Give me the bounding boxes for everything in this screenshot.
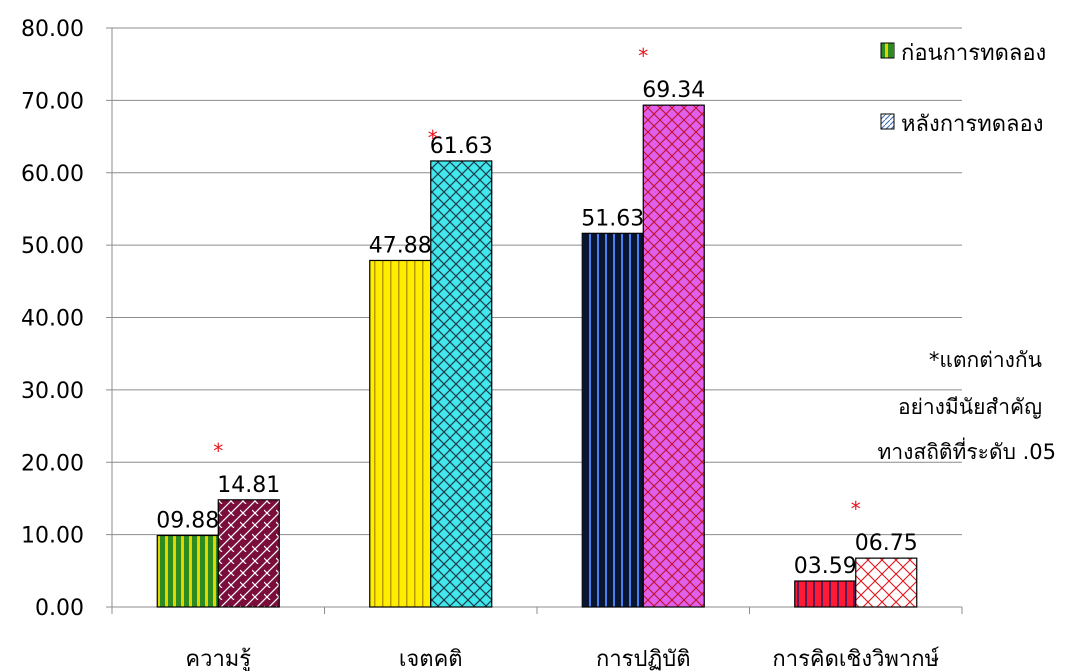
significance-note: *แตกต่างกัน อย่างมีนัยสำคัญ ทางสถิติที่ร… [878, 348, 1057, 464]
data-label: 69.34 [642, 78, 705, 103]
significance-asterisk: * [638, 44, 648, 68]
x-category-label: ความรู้ [185, 647, 251, 671]
legend-swatch-after [880, 113, 895, 130]
data-labels: 09.8814.81*47.8861.63*51.6369.34*03.5906… [156, 44, 917, 579]
y-tick-label: 30.00 [21, 379, 84, 404]
bar-after [430, 160, 493, 608]
data-label: 47.88 [369, 233, 432, 258]
bar-after [642, 104, 705, 608]
legend: ก่อนการทดลอง หลังการทดลอง [880, 41, 1046, 137]
bar-after [217, 499, 280, 608]
bar-before [581, 232, 644, 608]
y-tick-label: 0.00 [35, 596, 84, 621]
data-label: 51.63 [581, 206, 644, 231]
note-line-3: ทางสถิติที่ระดับ .05 [878, 437, 1057, 464]
data-label: 06.75 [855, 531, 918, 556]
y-tick-label: 80.00 [21, 17, 84, 42]
y-tick-label: 40.00 [21, 307, 84, 332]
data-label: 61.63 [430, 134, 493, 159]
y-tick-label: 20.00 [21, 451, 84, 476]
y-tick-label: 70.00 [21, 89, 84, 114]
note-line-2: อย่างมีนัยสำคัญ [898, 395, 1042, 419]
axes: 0.00 10.00 20.00 30.00 40.00 50.00 60.00 70.00 8… [21, 17, 963, 671]
legend-label-after: หลังการทดลอง [901, 112, 1043, 137]
bar-before [369, 259, 432, 608]
data-label: 09.88 [156, 508, 219, 533]
significance-asterisk: * [851, 497, 861, 521]
y-tick-label: 10.00 [21, 524, 84, 549]
bar-after [855, 557, 918, 608]
data-label: 03.59 [794, 554, 857, 579]
x-category-label: การปฏิบัติ [596, 647, 690, 671]
y-tick-label: 50.00 [21, 234, 84, 259]
bars [156, 104, 918, 608]
bar-before [794, 580, 857, 608]
x-category-label: การคิดเชิงวิพากษ์ [772, 647, 939, 671]
gridlines [112, 27, 962, 536]
significance-asterisk: * [213, 439, 223, 463]
significance-asterisk: * [428, 126, 438, 150]
y-tick-label: 60.00 [21, 162, 84, 187]
legend-label-before: ก่อนการทดลอง [901, 41, 1046, 66]
bar-before [156, 534, 219, 608]
x-category-label: เจตคติ [399, 647, 463, 671]
data-label: 14.81 [217, 473, 280, 498]
note-line-1: *แตกต่างกัน [929, 348, 1042, 372]
legend-swatch-before [880, 42, 895, 59]
